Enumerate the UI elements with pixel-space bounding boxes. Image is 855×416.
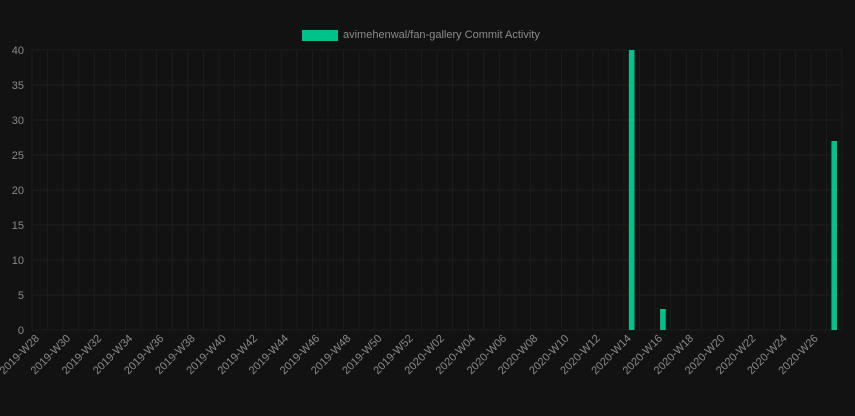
y-tick-label: 10: [12, 255, 24, 267]
y-tick-label: 20: [12, 185, 24, 197]
bar-2020-W27[interactable]: [831, 141, 838, 330]
y-tick-label: 35: [12, 80, 24, 92]
bar-2020-W16[interactable]: [660, 309, 666, 330]
y-tick-label: 0: [18, 325, 24, 337]
legend-swatch[interactable]: [302, 30, 338, 41]
legend-label[interactable]: avimehenwal/fan-gallery Commit Activity: [343, 29, 540, 41]
y-tick-label: 30: [12, 115, 24, 127]
grid-lines: [31, 49, 843, 331]
legend[interactable]: avimehenwal/fan-gallery Commit Activity: [302, 29, 540, 41]
y-tick-label: 5: [18, 290, 24, 302]
bars: [628, 50, 838, 330]
y-tick-label: 15: [12, 220, 24, 232]
y-tick-label: 25: [12, 150, 24, 162]
y-tick-label: 40: [12, 45, 24, 57]
bar-2020-W14[interactable]: [628, 50, 635, 330]
y-axis: 0 5 10 15 20 25 30 35 40: [12, 45, 24, 337]
x-axis: 2019-W282019-W302019-W322019-W342019-W36…: [0, 333, 821, 377]
